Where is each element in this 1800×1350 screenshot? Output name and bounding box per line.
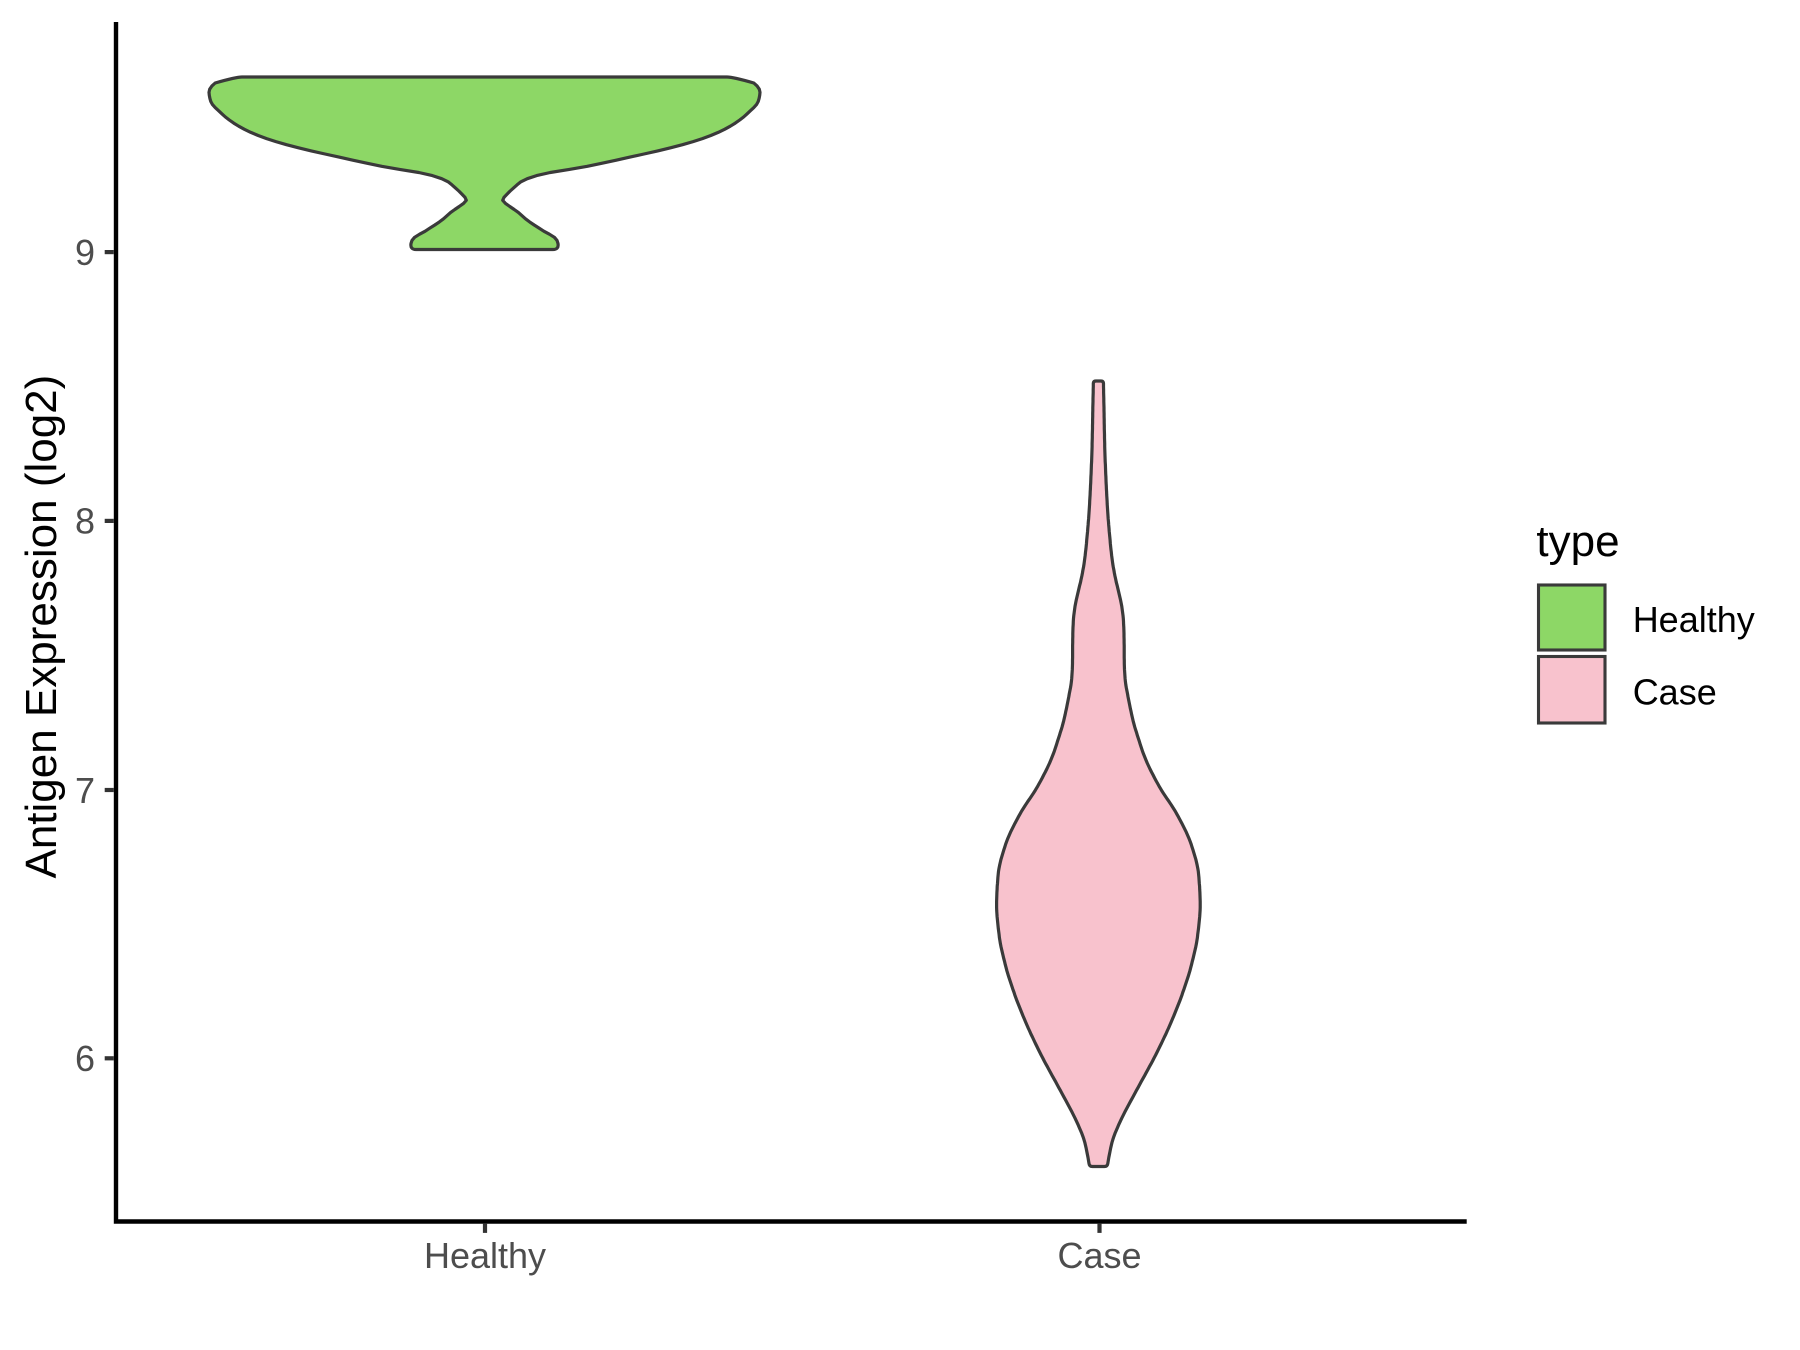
svg-text:8: 8 — [75, 501, 95, 542]
svg-text:6: 6 — [75, 1038, 95, 1079]
svg-text:Antigen Expression (log2): Antigen Expression (log2) — [17, 375, 66, 879]
svg-text:type: type — [1536, 517, 1619, 566]
svg-text:Healthy: Healthy — [1633, 599, 1755, 640]
svg-text:9: 9 — [75, 232, 95, 273]
svg-text:Case: Case — [1057, 1235, 1141, 1276]
svg-text:7: 7 — [75, 770, 95, 811]
svg-text:Case: Case — [1633, 672, 1717, 713]
svg-text:Healthy: Healthy — [424, 1235, 546, 1276]
